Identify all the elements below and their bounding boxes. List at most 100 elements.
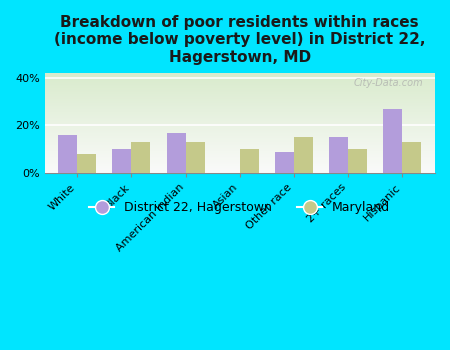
Bar: [45, 137, 435, 138]
Bar: [45, 123, 435, 124]
Bar: [112, 149, 131, 173]
Bar: [45, 114, 435, 115]
Bar: [45, 147, 435, 148]
Bar: [45, 125, 435, 126]
Bar: [45, 117, 435, 118]
Bar: [45, 128, 435, 129]
Bar: [45, 127, 435, 128]
Bar: [45, 124, 435, 125]
Bar: [45, 94, 435, 95]
Bar: [45, 153, 435, 154]
Bar: [45, 140, 435, 141]
Bar: [45, 151, 435, 152]
Bar: [45, 132, 435, 133]
Bar: [402, 142, 422, 173]
Bar: [45, 155, 435, 156]
Bar: [45, 154, 435, 155]
Bar: [77, 154, 96, 173]
Bar: [240, 149, 259, 173]
Bar: [45, 142, 435, 143]
Legend: District 22, Hagerstown, Maryland: District 22, Hagerstown, Maryland: [84, 196, 395, 219]
Bar: [45, 157, 435, 158]
Bar: [45, 73, 435, 74]
Bar: [45, 161, 435, 162]
Bar: [45, 148, 435, 149]
Bar: [45, 109, 435, 110]
Bar: [45, 107, 435, 108]
Bar: [45, 139, 435, 140]
Bar: [45, 115, 435, 116]
Bar: [45, 74, 435, 75]
Bar: [45, 169, 435, 170]
Bar: [45, 75, 435, 76]
Bar: [185, 142, 205, 173]
Bar: [45, 143, 435, 144]
Bar: [45, 144, 435, 145]
Bar: [45, 163, 435, 164]
Bar: [45, 162, 435, 163]
Bar: [45, 130, 435, 131]
Bar: [383, 109, 402, 173]
Bar: [45, 86, 435, 87]
Bar: [45, 89, 435, 90]
Bar: [45, 97, 435, 98]
Bar: [45, 77, 435, 78]
Bar: [45, 121, 435, 122]
Bar: [45, 122, 435, 123]
Bar: [45, 79, 435, 80]
Bar: [45, 101, 435, 102]
Bar: [45, 85, 435, 86]
Bar: [45, 119, 435, 120]
Bar: [45, 104, 435, 105]
Bar: [45, 165, 435, 166]
Text: City-Data.com: City-Data.com: [354, 78, 423, 88]
Bar: [294, 137, 313, 173]
Bar: [45, 87, 435, 88]
Bar: [45, 103, 435, 104]
Title: Breakdown of poor residents within races
(income below poverty level) in Distric: Breakdown of poor residents within races…: [54, 15, 426, 65]
Bar: [45, 81, 435, 82]
Bar: [45, 91, 435, 92]
Bar: [45, 113, 435, 114]
Bar: [45, 98, 435, 99]
Bar: [45, 100, 435, 101]
Bar: [45, 92, 435, 93]
Bar: [45, 131, 435, 132]
Bar: [45, 78, 435, 79]
Bar: [45, 156, 435, 157]
Bar: [58, 135, 77, 173]
Bar: [348, 149, 367, 173]
Bar: [45, 152, 435, 153]
Bar: [45, 99, 435, 100]
Bar: [45, 95, 435, 96]
Bar: [166, 133, 185, 173]
Bar: [45, 120, 435, 121]
Bar: [275, 152, 294, 173]
Bar: [131, 142, 150, 173]
Bar: [45, 145, 435, 146]
Bar: [45, 80, 435, 81]
Bar: [45, 150, 435, 151]
Bar: [45, 126, 435, 127]
Bar: [329, 137, 348, 173]
Bar: [45, 116, 435, 117]
Bar: [45, 83, 435, 84]
Bar: [45, 88, 435, 89]
Bar: [45, 110, 435, 111]
Bar: [45, 164, 435, 165]
Bar: [45, 170, 435, 171]
Bar: [45, 135, 435, 136]
Bar: [45, 76, 435, 77]
Bar: [45, 146, 435, 147]
Bar: [45, 158, 435, 159]
Bar: [45, 133, 435, 134]
Bar: [45, 118, 435, 119]
Bar: [45, 96, 435, 97]
Bar: [45, 167, 435, 168]
Bar: [45, 136, 435, 137]
Bar: [45, 134, 435, 135]
Bar: [45, 105, 435, 106]
Bar: [45, 112, 435, 113]
Bar: [45, 159, 435, 160]
Bar: [45, 172, 435, 173]
